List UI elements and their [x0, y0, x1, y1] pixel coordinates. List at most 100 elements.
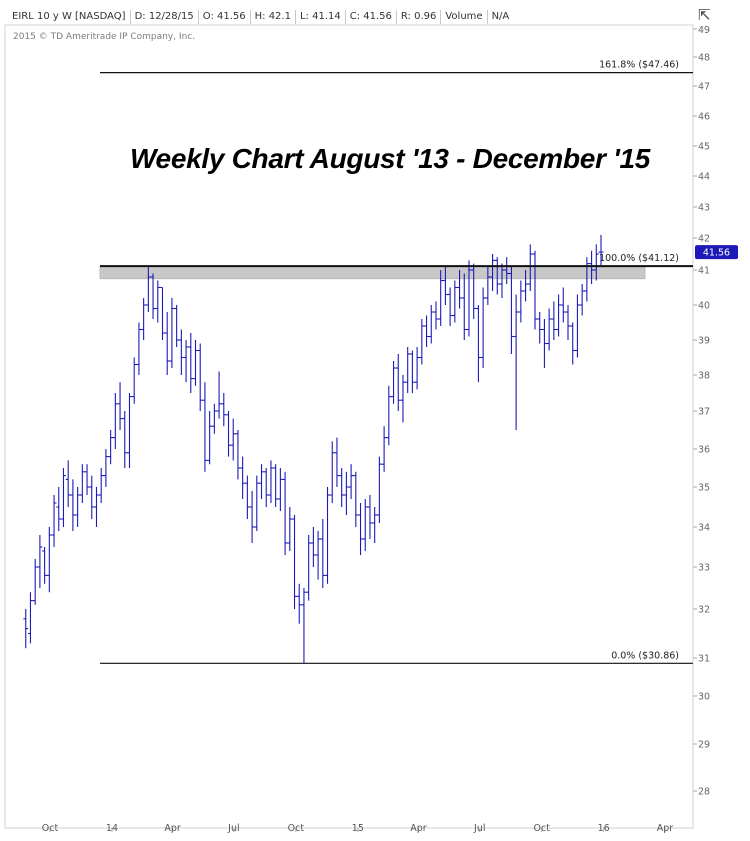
- ohlc-bar: [160, 286, 165, 340]
- ohlc-bar: [504, 257, 510, 284]
- ohlc-bar: [381, 426, 387, 472]
- y-tick-label: 43: [698, 203, 710, 214]
- ohlc-bar: [315, 531, 321, 580]
- y-tick-label: 38: [698, 371, 710, 382]
- ohlc-bar: [216, 371, 222, 419]
- ohlc-bar: [386, 385, 392, 446]
- range-readout: R: 0.96: [397, 10, 442, 24]
- fibonacci-label: 100.0% ($41.12): [599, 253, 679, 264]
- ohlc-bar: [226, 411, 231, 457]
- quote-header: EIRL 10 y W [NASDAQ] D: 12/28/15 O: 41.5…: [10, 9, 513, 25]
- ohlc-bar: [593, 244, 599, 281]
- ohlc-bar: [301, 588, 307, 664]
- ohlc-bar: [108, 430, 114, 465]
- ohlc-bar: [127, 393, 132, 468]
- copyright-note: 2015 © TD Ameritrade IP Company, Inc.: [13, 32, 196, 42]
- ohlc-bar: [433, 301, 439, 330]
- ohlc-bar: [65, 460, 71, 507]
- x-tick-label: Jul: [227, 823, 239, 834]
- y-tick-label: 28: [698, 787, 710, 798]
- ohlc-bar: [334, 437, 340, 487]
- ohlc-bar: [485, 266, 491, 305]
- ohlc-bar: [122, 411, 128, 468]
- ohlc-bar: [518, 280, 524, 323]
- ohlc-bar: [75, 487, 81, 527]
- ohlc-bar: [471, 263, 477, 319]
- ohlc-bar: [395, 354, 401, 411]
- ohlc-bar: [457, 270, 462, 309]
- ohlc-bar: [527, 244, 533, 291]
- ohlc-bar: [329, 441, 335, 503]
- ohlc-bar: [570, 322, 576, 365]
- ohlc-bar: [499, 263, 505, 298]
- ohlc-bar: [273, 464, 279, 507]
- ohlc-bar: [343, 471, 349, 515]
- ohlc-bar: [452, 280, 458, 323]
- ohlc-bar: [490, 254, 495, 291]
- y-tick-label: 42: [698, 234, 710, 245]
- y-tick-label: 36: [698, 445, 710, 456]
- y-tick-label: 31: [698, 654, 710, 665]
- x-tick-label: Apr: [410, 823, 427, 834]
- ohlc-bar: [277, 468, 283, 511]
- ohlc-bar: [249, 491, 255, 543]
- ohlc-bar: [419, 319, 425, 365]
- ohlc-bar: [155, 280, 161, 323]
- ohlc-bar: [254, 475, 260, 531]
- ohlc-bar: [268, 460, 274, 503]
- ohlc-bar: [42, 547, 48, 584]
- y-tick-label: 41: [698, 266, 710, 277]
- ohlc-bar: [556, 294, 561, 337]
- ohlc-bar: [84, 464, 90, 495]
- y-tick-label: 44: [698, 172, 710, 183]
- compare-arrows-icon[interactable]: ⇱: [698, 6, 711, 24]
- ohlc-bar: [23, 609, 29, 649]
- ohlc-bar: [414, 347, 420, 390]
- ohlc-bar: [296, 583, 302, 624]
- ohlc-bar: [523, 270, 528, 302]
- ohlc-bar: [461, 273, 467, 340]
- ohlc-bar: [28, 592, 33, 644]
- ohlc-bar: [494, 257, 500, 295]
- ohlc-bar: [546, 308, 552, 351]
- ohlc-bar: [513, 294, 519, 430]
- open-readout: O: 41.56: [199, 10, 251, 24]
- ohlc-bar: [476, 305, 481, 383]
- ohlc-bar: [372, 507, 378, 543]
- symbol-label[interactable]: EIRL 10 y W [NASDAQ]: [10, 10, 131, 24]
- ohlc-bar: [178, 329, 184, 375]
- last-price-label: 41.56: [703, 248, 730, 259]
- ohlc-bar: [409, 350, 415, 393]
- ohlc-bar: [183, 340, 189, 383]
- ohlc-bar: [400, 375, 406, 423]
- ohlc-bar: [193, 340, 198, 386]
- high-readout: H: 42.1: [251, 10, 296, 24]
- y-tick-label: 47: [698, 82, 710, 93]
- ohlc-bar: [94, 487, 99, 527]
- y-tick-label: 32: [698, 605, 710, 616]
- x-tick-label: Oct: [288, 823, 305, 834]
- x-tick-label: Apr: [657, 823, 674, 834]
- y-tick-label: 45: [698, 142, 710, 153]
- y-tick-label: 33: [698, 563, 710, 574]
- ohlc-bar: [362, 499, 368, 551]
- ohlc-bar: [424, 315, 429, 347]
- ohlc-bar: [103, 449, 109, 487]
- y-tick-label: 37: [698, 407, 710, 418]
- ohlc-bar: [70, 479, 76, 531]
- ohlc-bar: [348, 464, 354, 499]
- ohlc-bar: [358, 503, 363, 555]
- ohlc-bar: [89, 475, 95, 519]
- ohlc-bar: [46, 527, 52, 593]
- ohlc-bar: [310, 527, 316, 567]
- low-readout: L: 41.14: [296, 10, 346, 24]
- ohlc-bar: [575, 294, 580, 358]
- ohlc-bar: [56, 487, 62, 531]
- ohlc-bar: [428, 305, 434, 344]
- y-tick-label: 48: [698, 53, 710, 64]
- x-tick-label: 16: [598, 823, 610, 834]
- chart-title: Weekly Chart August '13 - December '15: [129, 143, 651, 174]
- ohlc-bar: [532, 250, 538, 330]
- ohlc-bar: [551, 301, 557, 340]
